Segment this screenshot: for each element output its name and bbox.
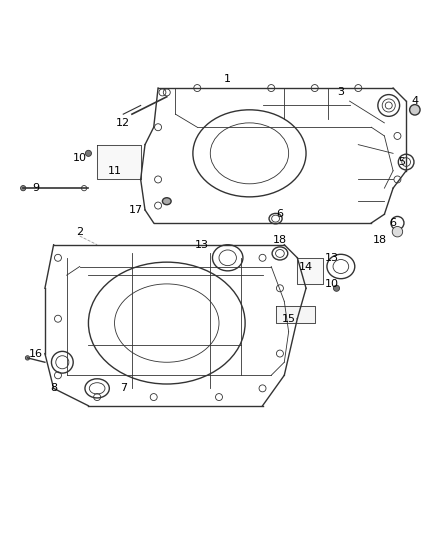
- Text: 14: 14: [299, 262, 313, 271]
- Text: 10: 10: [73, 152, 87, 163]
- Polygon shape: [297, 258, 323, 284]
- Text: 4: 4: [411, 96, 418, 106]
- Text: 6: 6: [276, 209, 283, 219]
- Polygon shape: [276, 305, 315, 323]
- Text: 11: 11: [108, 166, 122, 176]
- Text: 12: 12: [116, 118, 131, 128]
- Ellipse shape: [162, 198, 171, 205]
- Text: 5: 5: [398, 157, 405, 167]
- Circle shape: [333, 285, 339, 292]
- Ellipse shape: [392, 227, 403, 237]
- Polygon shape: [97, 144, 141, 180]
- Text: 8: 8: [50, 383, 57, 393]
- Circle shape: [21, 185, 26, 191]
- Text: 10: 10: [325, 279, 339, 289]
- Text: 17: 17: [129, 205, 143, 215]
- Text: 6: 6: [389, 218, 396, 228]
- Ellipse shape: [410, 104, 420, 115]
- Text: 18: 18: [373, 236, 387, 245]
- Text: 16: 16: [29, 349, 43, 359]
- Text: 1: 1: [224, 75, 231, 84]
- Text: 3: 3: [337, 87, 344, 98]
- Text: 9: 9: [33, 183, 40, 193]
- Text: 7: 7: [120, 383, 127, 393]
- Circle shape: [25, 356, 30, 360]
- Circle shape: [85, 150, 92, 156]
- Text: 2: 2: [76, 227, 83, 237]
- Text: 13: 13: [325, 253, 339, 263]
- Text: 15: 15: [282, 314, 296, 324]
- Text: 13: 13: [194, 240, 208, 250]
- Text: 18: 18: [273, 236, 287, 245]
